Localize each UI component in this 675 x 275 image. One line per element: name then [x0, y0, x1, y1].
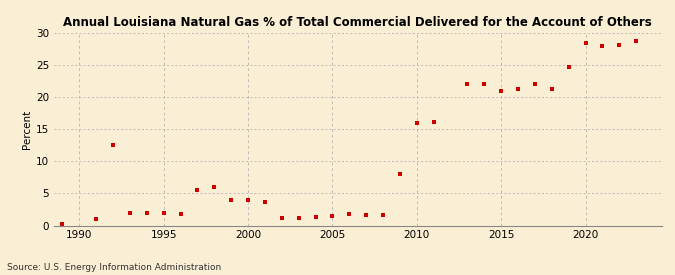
Point	[597, 44, 608, 48]
Point	[243, 198, 254, 202]
Point	[158, 210, 169, 215]
Point	[513, 87, 524, 91]
Point	[547, 87, 558, 92]
Y-axis label: Percent: Percent	[22, 110, 32, 149]
Point	[225, 198, 236, 203]
Point	[378, 213, 389, 218]
Point	[57, 222, 68, 226]
Point	[124, 210, 135, 215]
Point	[563, 65, 574, 69]
Point	[90, 217, 101, 221]
Point	[209, 185, 220, 189]
Point	[394, 172, 405, 176]
Title: Annual Louisiana Natural Gas % of Total Commercial Delivered for the Account of : Annual Louisiana Natural Gas % of Total …	[63, 16, 652, 29]
Point	[277, 216, 288, 221]
Point	[479, 81, 489, 86]
Point	[495, 89, 506, 93]
Point	[529, 82, 540, 87]
Point	[360, 212, 371, 217]
Point	[580, 40, 591, 45]
Text: Source: U.S. Energy Information Administration: Source: U.S. Energy Information Administ…	[7, 263, 221, 272]
Point	[259, 200, 270, 204]
Point	[293, 216, 304, 220]
Point	[344, 212, 355, 216]
Point	[630, 39, 641, 43]
Point	[142, 210, 153, 215]
Point	[310, 215, 321, 219]
Point	[175, 212, 186, 216]
Point	[327, 214, 338, 218]
Point	[192, 188, 202, 192]
Point	[107, 143, 119, 147]
Point	[411, 121, 423, 125]
Point	[614, 42, 625, 47]
Point	[428, 120, 439, 124]
Point	[462, 82, 472, 87]
